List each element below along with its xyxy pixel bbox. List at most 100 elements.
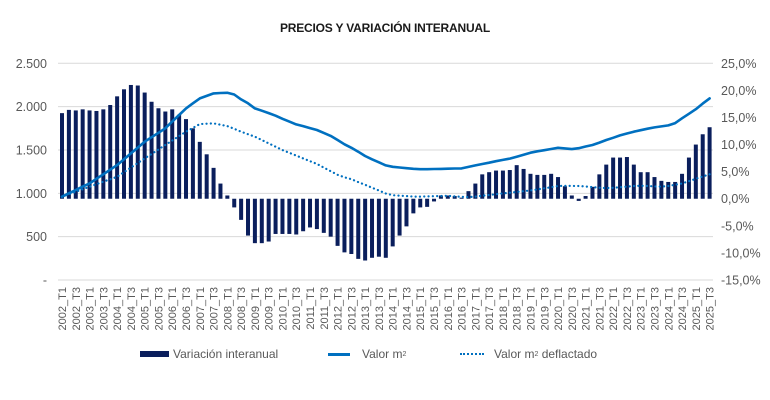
legend-line-swatch — [328, 352, 350, 356]
x-tick-label: 2006_T1 — [167, 287, 179, 330]
bar — [700, 134, 705, 199]
bar — [659, 180, 664, 199]
x-tick-label: 2004_T1 — [112, 287, 124, 330]
x-tick-label: 2014_T1 — [388, 287, 400, 330]
x-tick-label: 2025_T3 — [705, 287, 717, 330]
x-tick-label: 2008_T1 — [222, 287, 234, 330]
y-left-tick-label: 2.500 — [16, 57, 47, 71]
bar — [535, 174, 540, 199]
bar — [611, 157, 616, 199]
y-right-tick-label: 25,0% — [721, 57, 756, 71]
bar — [500, 170, 505, 199]
bar — [404, 198, 409, 227]
x-tick-label: 2009_T3 — [264, 287, 276, 330]
bar — [149, 101, 154, 199]
x-tick-label: 2020_T3 — [567, 287, 579, 330]
bar — [163, 111, 168, 199]
x-tick-label: 2019_T3 — [539, 287, 551, 330]
bar — [652, 177, 657, 199]
bar — [232, 198, 237, 208]
bar — [459, 197, 464, 199]
bar — [287, 198, 292, 234]
x-tick-label: 2007_T3 — [209, 287, 221, 330]
legend-item-variacion: Variación interanual — [140, 347, 278, 361]
bar — [335, 198, 340, 246]
legend-label: Valor m — [494, 347, 535, 361]
bar — [542, 174, 547, 199]
x-tick-label: 2020_T1 — [553, 287, 565, 330]
bar — [308, 198, 313, 228]
x-tick-label: 2013_T3 — [374, 287, 386, 330]
x-tick-label: 2024_T3 — [677, 287, 689, 330]
bar — [370, 198, 375, 258]
bar — [108, 105, 113, 199]
bar — [177, 114, 182, 199]
x-tick-label: 2002_T1 — [57, 287, 69, 330]
bar — [597, 174, 602, 199]
bar — [280, 198, 285, 234]
x-tick-label: 2013_T1 — [360, 287, 372, 330]
bar — [397, 198, 402, 236]
legend-superscript: 2 — [402, 350, 407, 358]
x-tick-label: 2012_T3 — [346, 287, 358, 330]
bar — [473, 183, 478, 199]
x-tick-label: 2023_T1 — [636, 287, 648, 330]
y-right-tick-label: 5,0% — [721, 165, 750, 179]
bar — [314, 198, 319, 230]
bar — [211, 167, 216, 199]
bar — [583, 196, 588, 199]
x-tick-label: 2011_T1 — [305, 287, 317, 330]
x-tick-label: 2016_T3 — [457, 287, 469, 330]
bar — [618, 157, 623, 199]
bar — [80, 109, 85, 199]
bar — [328, 198, 333, 237]
x-tick-label: 2008_T3 — [236, 287, 248, 330]
bar — [342, 198, 347, 253]
bar — [122, 89, 127, 199]
legend-dotted-swatch — [460, 353, 484, 355]
x-tick-label: 2014_T3 — [401, 287, 413, 330]
bar — [184, 119, 189, 199]
x-tick-label: 2006_T3 — [181, 287, 193, 330]
bar — [569, 195, 574, 199]
bar — [197, 141, 202, 199]
bar — [480, 174, 485, 199]
bar — [170, 109, 175, 199]
x-tick-label: 2012_T1 — [333, 287, 345, 330]
bar — [273, 198, 278, 234]
x-tick-label: 2011_T3 — [319, 287, 331, 330]
bar — [156, 108, 161, 199]
x-tick-label: 2018_T3 — [512, 287, 524, 330]
bar — [349, 198, 354, 254]
chart: - 500 1.000 1.500 2.000 2.500 -15,0% -10,0% -5,… — [16, 57, 761, 331]
bar — [666, 181, 671, 199]
bar — [549, 173, 554, 199]
x-tick-label: 2023_T3 — [649, 287, 661, 330]
y-left-tick-label: - — [43, 274, 47, 288]
legend-bar-swatch — [140, 351, 169, 357]
bar — [411, 198, 416, 214]
bar — [390, 198, 395, 247]
x-tick-label: 2022_T1 — [608, 287, 620, 330]
bar — [686, 157, 691, 199]
x-tick-label: 2021_T3 — [594, 287, 606, 330]
bar — [680, 173, 685, 199]
bar — [266, 198, 271, 242]
bar — [638, 172, 643, 199]
bar — [673, 181, 678, 199]
x-tick-label: 2022_T3 — [622, 287, 634, 330]
bar — [301, 198, 306, 232]
bar — [294, 198, 299, 235]
bar — [376, 198, 381, 257]
legend-superscript: 2 — [534, 350, 539, 358]
bar — [590, 186, 595, 199]
x-tick-label: 2019_T1 — [525, 287, 537, 330]
bar — [576, 198, 581, 201]
y-left-tick-label: 500 — [26, 230, 47, 244]
legend-label: deflactado — [538, 347, 598, 361]
y-right-tick-label: -5,0% — [721, 219, 754, 233]
x-tick-label: 2015_T1 — [415, 287, 427, 330]
bar — [445, 195, 450, 199]
x-tick-label: 2010_T3 — [291, 287, 303, 330]
